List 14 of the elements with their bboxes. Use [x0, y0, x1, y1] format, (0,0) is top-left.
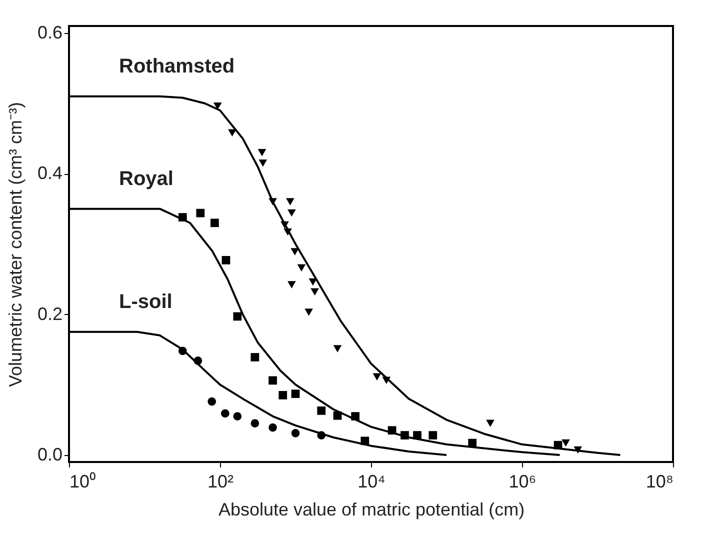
x-tick-label: 10⁸ [646, 472, 674, 492]
y-tick-label: 0.6 [37, 22, 62, 43]
y-tick-label: 0.0 [37, 444, 62, 464]
y-axis-title: Volumetric water content (cm³ cm⁻³) [5, 102, 26, 388]
y-tick-label: 0.2 [37, 304, 62, 324]
x-tick-label: 10⁶ [508, 472, 536, 492]
series-label: Rothamsted [119, 55, 235, 78]
x-tick-label: 10⁰ [70, 472, 96, 492]
y-tick-label: 0.4 [37, 163, 62, 184]
x-tick-label: 10⁴ [358, 472, 386, 492]
x-tick-label: 10² [207, 472, 234, 492]
x-axis-title: Absolute value of matric potential (cm) [218, 500, 525, 520]
series-label: L-soil [119, 290, 172, 313]
series-label: Royal [119, 168, 174, 190]
